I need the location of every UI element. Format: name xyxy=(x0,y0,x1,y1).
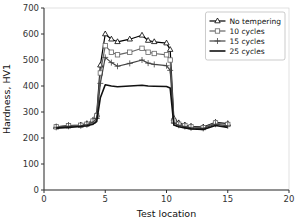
marker xyxy=(152,51,156,55)
marker xyxy=(164,53,168,57)
x-axis-label: Test location xyxy=(136,208,196,219)
marker xyxy=(140,46,144,50)
legend-label: 25 cycles xyxy=(229,47,264,56)
marker xyxy=(145,38,150,43)
y-tick-label: 700 xyxy=(23,3,39,13)
y-tick-label: 100 xyxy=(23,159,39,169)
y-tick-label: 600 xyxy=(23,29,39,39)
x-tick-label: 15 xyxy=(222,194,233,204)
legend-label: 15 cycles xyxy=(229,37,264,46)
marker xyxy=(97,80,103,86)
legend-marker xyxy=(215,29,219,33)
marker xyxy=(225,123,231,129)
marker xyxy=(127,36,132,41)
series-line xyxy=(56,57,228,128)
marker xyxy=(66,123,72,129)
chart: 051015200100200300400500600700Test locat… xyxy=(0,0,297,222)
marker xyxy=(128,50,132,54)
y-tick-label: 400 xyxy=(23,81,39,91)
marker xyxy=(151,61,157,67)
marker xyxy=(146,50,150,54)
marker xyxy=(109,50,113,54)
legend-item: 10 cycles xyxy=(209,27,264,36)
marker xyxy=(115,63,121,69)
y-axis-label: Hardness, HV1 xyxy=(1,64,12,134)
marker xyxy=(152,39,157,44)
legend-item: 25 cycles xyxy=(209,47,264,56)
y-tick-label: 300 xyxy=(23,107,39,117)
legend: No tempering10 cycles15 cycles25 cycles xyxy=(205,12,285,60)
marker xyxy=(108,60,114,66)
y-tick xyxy=(41,138,44,139)
x-tick-label: 10 xyxy=(161,194,172,204)
x-tick xyxy=(289,190,290,193)
marker xyxy=(109,36,114,41)
legend-label: No tempering xyxy=(229,17,281,26)
marker xyxy=(164,63,170,69)
marker xyxy=(168,58,172,62)
y-axis-line xyxy=(44,8,45,190)
marker xyxy=(103,44,107,48)
legend-item: No tempering xyxy=(209,17,281,26)
marker xyxy=(139,32,144,37)
y-tick xyxy=(41,34,44,35)
legend-marker xyxy=(215,18,220,23)
x-tick xyxy=(227,190,228,193)
legend-label: 10 cycles xyxy=(229,27,264,36)
y-tick xyxy=(41,112,44,113)
marker xyxy=(115,53,119,57)
data-layer xyxy=(53,31,231,131)
marker xyxy=(167,47,172,52)
plot-area xyxy=(44,8,289,190)
marker xyxy=(164,40,169,45)
legend-frame xyxy=(205,12,285,60)
y-tick-label: 500 xyxy=(23,55,39,65)
legend-marker xyxy=(214,38,220,44)
y-tick xyxy=(41,86,44,87)
marker xyxy=(102,54,108,60)
marker xyxy=(145,60,151,66)
y-tick xyxy=(41,8,44,9)
marker xyxy=(127,60,133,66)
x-tick xyxy=(166,190,167,193)
legend-item: 15 cycles xyxy=(209,37,264,46)
x-tick-label: 20 xyxy=(284,194,295,204)
series-line xyxy=(56,85,228,130)
x-tick xyxy=(105,190,106,193)
y-tick xyxy=(41,60,44,61)
y-tick-label: 200 xyxy=(23,133,39,143)
marker xyxy=(103,31,108,36)
x-tick-label: 5 xyxy=(103,194,108,204)
marker xyxy=(139,57,145,63)
y-tick xyxy=(41,190,44,191)
y-tick-label: 0 xyxy=(34,185,39,195)
legend-swatch xyxy=(209,50,225,52)
y-tick xyxy=(41,164,44,165)
marker xyxy=(167,67,173,73)
marker xyxy=(115,39,120,44)
x-tick-label: 0 xyxy=(41,194,46,204)
series-line xyxy=(56,46,228,128)
series-line xyxy=(56,34,228,127)
